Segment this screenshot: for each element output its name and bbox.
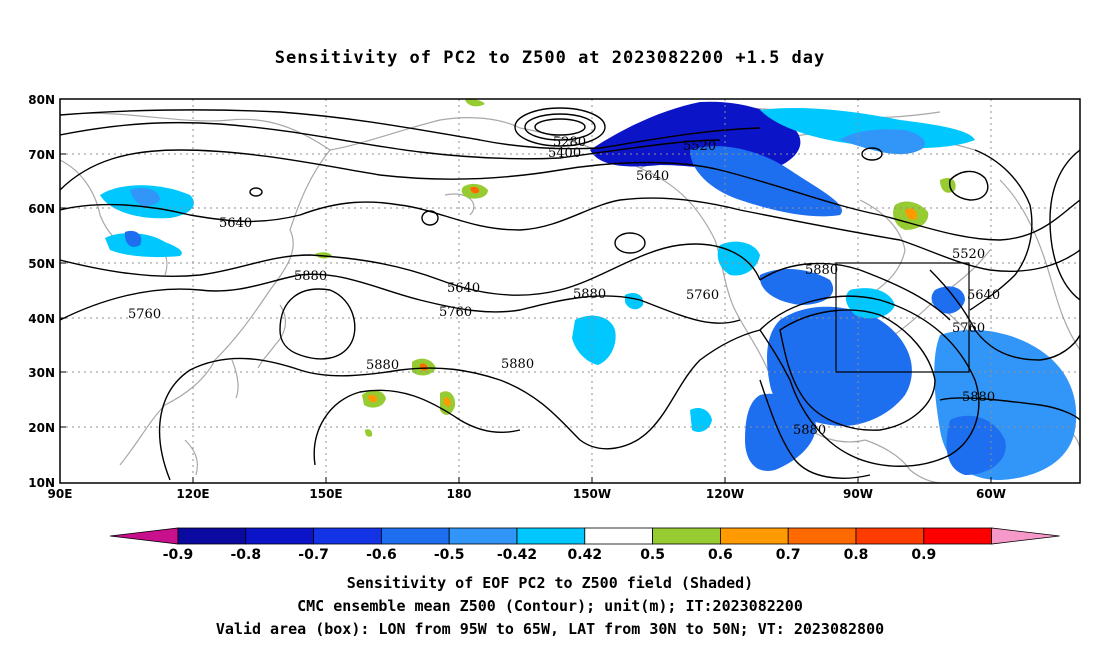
colorbar-label: -0.6 — [366, 547, 397, 563]
colorbar-label: 0.8 — [844, 547, 869, 563]
contour-label: 5880 — [294, 269, 327, 284]
lon-label: 150E — [309, 487, 342, 501]
shade-orange-p3 — [443, 397, 451, 407]
colorbar-labels: -0.9 -0.8 -0.7 -0.6 -0.5 -0.42 0.42 0.5 0.6 0.7 0.… — [163, 547, 937, 563]
colorbar-label: -0.8 — [230, 547, 261, 563]
shade-lightblue-pacific3 — [625, 293, 644, 310]
plot-frame — [59, 98, 1081, 484]
shade-green-p5 — [365, 429, 373, 437]
lon-labels: 90E 120E 150E 180 150W 120W 90W 60W — [48, 487, 1006, 501]
contour-label: 5880 — [793, 423, 826, 438]
contour-label: 5520 — [952, 247, 985, 262]
contour-label: 5520 — [683, 139, 716, 154]
colorbar — [109, 527, 1060, 545]
colorbar-swatch — [313, 527, 382, 545]
lat-label: 20N — [28, 421, 55, 435]
lon-label: 180 — [446, 487, 471, 501]
lat-labels: 80N 70N 60N 50N 40N 30N 20N 10N — [28, 93, 55, 490]
lon-label: 90E — [48, 487, 73, 501]
shade-lightblue-pacific2 — [690, 408, 712, 432]
shade-blue-gulf — [745, 393, 816, 471]
contour-label: 5760 — [686, 288, 719, 303]
colorbar-swatch — [245, 527, 315, 545]
axis-ticks — [60, 98, 992, 483]
lon-label: 150W — [573, 487, 611, 501]
contour-label: 5640 — [219, 216, 252, 231]
contour-labels: 5280 5400 5520 5640 5640 5760 5880 5640 … — [128, 135, 1000, 438]
contour-label: 5640 — [447, 281, 480, 296]
lat-label: 80N — [28, 93, 55, 107]
caption-contour: CMC ensemble mean Z500 (Contour); unit(m… — [297, 597, 803, 615]
grid-lines — [60, 99, 1080, 483]
colorbar-swatch — [652, 527, 721, 545]
lat-label: 10N — [28, 476, 55, 490]
lat-label: 70N — [28, 148, 55, 162]
contour-label: 5760 — [128, 307, 161, 322]
colorbar-swatch — [787, 527, 857, 545]
lat-label: 60N — [28, 202, 55, 216]
contour-label: 5760 — [952, 321, 985, 336]
lon-label: 120E — [176, 487, 209, 501]
colorbar-label: -0.42 — [497, 547, 537, 563]
shade-orange-p1 — [368, 394, 378, 403]
lon-label: 60W — [976, 487, 1006, 501]
contour-label: 5640 — [967, 288, 1000, 303]
colorbar-arrow-right — [991, 527, 1060, 545]
contour-label: 5880 — [805, 263, 838, 278]
shade-lightblue-canada3 — [717, 241, 760, 276]
contour-label: 5400 — [548, 146, 581, 161]
contour-label: 5880 — [573, 287, 606, 302]
colorbar-label: 0.5 — [640, 547, 665, 563]
colorbar-label: 0.9 — [911, 547, 936, 563]
lat-label: 40N — [28, 312, 55, 326]
colorbar-swatch — [448, 527, 518, 545]
colorbar-swatch — [380, 527, 450, 545]
colorbar-label: -0.9 — [163, 547, 194, 563]
shade-lightblue-canada — [840, 129, 925, 155]
shade-blue-east-us — [767, 306, 912, 426]
lon-label: 90W — [843, 487, 873, 501]
shade-blue-asia — [130, 188, 160, 206]
colorbar-swatch — [516, 527, 586, 545]
shade-lightblue-east — [931, 286, 965, 314]
shade-blue-asia2 — [124, 230, 142, 247]
contour-label: 5880 — [501, 357, 534, 372]
shade-lightblue-pacific — [572, 315, 616, 365]
valid-area-box — [835, 262, 970, 373]
shade-green-arctic-east — [940, 178, 956, 193]
colorbar-swatch — [855, 527, 925, 545]
colorbar-label: -0.5 — [434, 547, 465, 563]
colorbar-swatch — [177, 527, 247, 545]
lon-label: 120W — [706, 487, 744, 501]
colorbar-label: 0.7 — [776, 547, 801, 563]
shade-lightblue-asia2 — [105, 233, 182, 258]
contour-label: 5280 — [553, 135, 586, 150]
z500-contours — [60, 107, 1080, 481]
contour-label: 5880 — [366, 358, 399, 373]
map-title: Sensitivity of PC2 to Z500 at 2023082200… — [274, 48, 826, 68]
caption-valid-area: Valid area (box): LON from 95W to 65W, L… — [215, 620, 885, 638]
colorbar-arrow-left — [109, 527, 179, 545]
colorbar-swatch — [923, 527, 992, 545]
contour-label: 5880 — [962, 390, 995, 405]
shade-blue-arctic-outer — [690, 146, 842, 217]
shade-green-arctic — [465, 99, 485, 107]
colorbar-label: 0.42 — [568, 547, 603, 563]
colorbar-label: 0.6 — [708, 547, 733, 563]
lat-label: 30N — [28, 366, 55, 380]
colorbar-swatch — [584, 527, 653, 545]
colorbar-label: -0.7 — [298, 547, 329, 563]
contour-label: 5640 — [636, 169, 669, 184]
contour-label: 5760 — [439, 305, 472, 320]
caption-shading: Sensitivity of EOF PC2 to Z500 field (Sh… — [346, 574, 754, 592]
colorbar-swatch — [720, 527, 789, 545]
shade-orange-pacific — [470, 186, 480, 194]
shade-lightblue-canada2 — [759, 268, 834, 305]
shade-orange-canada — [905, 208, 918, 220]
lat-label: 50N — [28, 257, 55, 271]
